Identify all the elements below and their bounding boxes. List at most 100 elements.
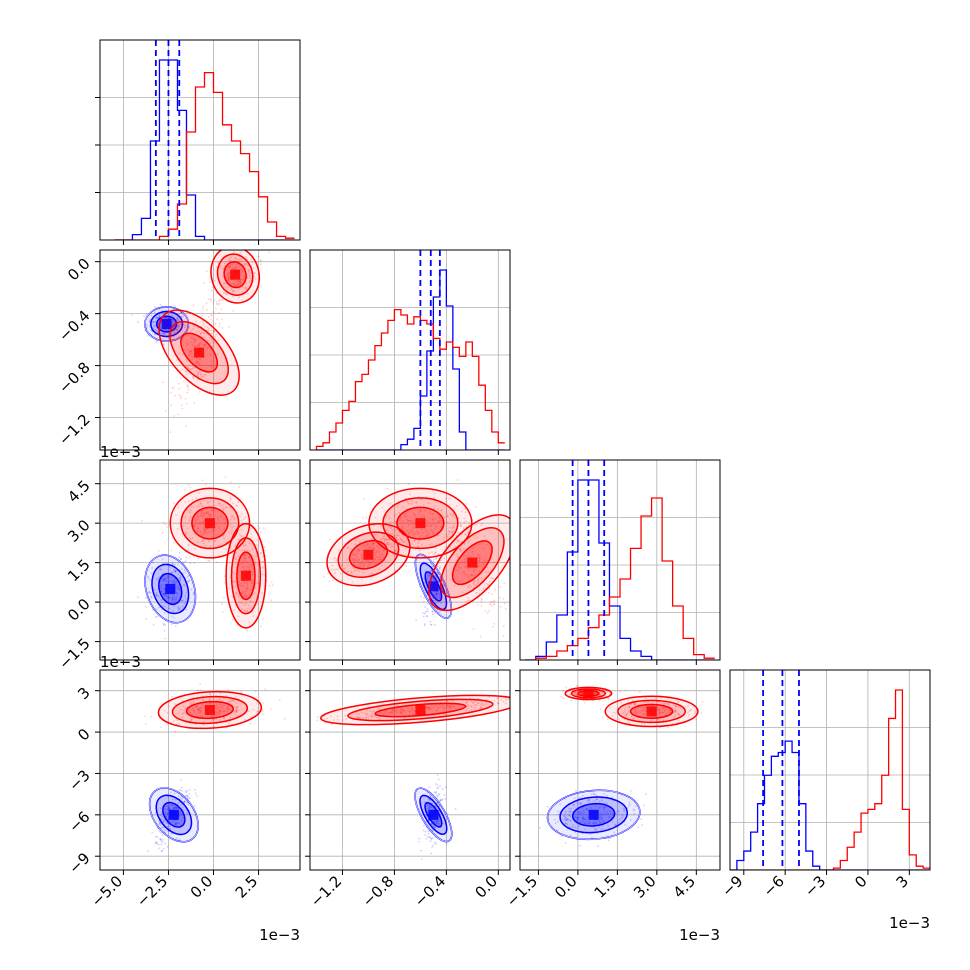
- sample-point-blue: [575, 816, 578, 819]
- sample-point-blue: [598, 820, 601, 822]
- sample-point-blue: [436, 579, 439, 581]
- sample-point-red: [394, 549, 396, 552]
- sample-point-blue: [576, 818, 579, 821]
- sample-point-red: [405, 564, 407, 567]
- sample-point-red: [429, 543, 431, 546]
- sample-point-red: [612, 711, 615, 714]
- sample-point-blue: [566, 818, 569, 821]
- sample-point-red: [181, 353, 184, 356]
- sample-point-red: [353, 561, 356, 564]
- sample-point-red: [664, 702, 667, 705]
- sample-point-red: [370, 714, 373, 717]
- sample-point-blue: [431, 597, 434, 599]
- sample-point-red: [497, 702, 500, 705]
- sample-point-red: [394, 520, 397, 523]
- sample-point-red: [176, 719, 179, 722]
- sample-point-red: [334, 571, 336, 574]
- sample-point-red: [385, 710, 388, 713]
- sample-point-red: [431, 532, 434, 535]
- sample-point-blue: [629, 818, 632, 821]
- sample-point-red: [390, 710, 393, 713]
- panel-frame: [99, 669, 301, 871]
- sample-point-red: [475, 506, 478, 509]
- sample-point-red: [223, 285, 225, 288]
- sample-point-red: [188, 510, 191, 513]
- sample-point-red: [662, 702, 665, 705]
- sample-point-blue: [601, 817, 603, 819]
- sample-point-red: [198, 710, 201, 712]
- sample-point-red: [144, 722, 147, 725]
- sample-point-red: [430, 529, 433, 532]
- sample-point-red: [271, 584, 274, 587]
- sample-point-red: [493, 600, 496, 603]
- sample-point-red: [211, 536, 213, 539]
- sample-point-red: [467, 585, 469, 588]
- sample-point-red: [178, 352, 181, 355]
- sample-point-red: [376, 550, 379, 553]
- sample-point-red: [193, 366, 196, 369]
- sample-point-blue: [174, 805, 177, 808]
- sample-point-blue: [176, 328, 178, 331]
- sample-point-red: [225, 286, 228, 289]
- sample-point-red: [637, 706, 640, 709]
- sample-point-red: [427, 502, 430, 504]
- sample-point-red: [201, 520, 204, 523]
- sample-point-blue: [148, 321, 151, 323]
- sample-point-red: [480, 600, 483, 603]
- sample-point-red: [459, 521, 462, 524]
- sample-point-red: [231, 595, 234, 598]
- sample-point-red: [210, 318, 212, 321]
- sample-point-blue: [155, 591, 158, 594]
- sample-point-blue: [602, 813, 604, 816]
- sample-point-blue: [151, 567, 154, 569]
- sample-point-blue: [153, 320, 156, 323]
- sample-point-red: [396, 704, 399, 707]
- sample-point-red: [460, 567, 462, 569]
- sample-point-blue: [167, 595, 170, 598]
- sample-point-red: [622, 712, 625, 714]
- sample-point-blue: [441, 798, 444, 801]
- sample-point-red: [202, 331, 205, 334]
- sample-point-red: [204, 528, 207, 531]
- sample-point-red: [433, 492, 436, 495]
- sample-point-red: [239, 584, 242, 587]
- sample-point-blue: [185, 591, 187, 594]
- sample-point-red: [427, 707, 430, 710]
- sample-point-red: [234, 577, 237, 580]
- sample-point-red: [344, 714, 346, 717]
- sample-point-red: [244, 287, 247, 289]
- sample-point-red: [470, 709, 473, 712]
- sample-point-red: [243, 565, 245, 568]
- sample-point-red: [575, 684, 578, 687]
- sample-point-blue: [152, 624, 155, 626]
- sample-point-red: [201, 539, 204, 542]
- sample-point-red: [261, 618, 264, 620]
- sample-point-blue: [564, 812, 567, 815]
- sample-point-red: [378, 711, 381, 714]
- sample-point-red: [497, 702, 500, 705]
- sample-point-red: [502, 700, 505, 703]
- sample-point-red: [193, 709, 196, 712]
- sample-point-blue: [168, 808, 171, 810]
- sample-point-blue: [192, 592, 195, 594]
- sample-point-red: [362, 549, 364, 552]
- sample-point-red: [423, 515, 426, 518]
- sample-point-red: [347, 546, 349, 549]
- sample-point-red: [244, 594, 247, 597]
- sample-point-blue: [172, 320, 175, 323]
- sample-point-red: [226, 273, 229, 276]
- sample-point-blue: [184, 597, 187, 600]
- sample-point-blue: [428, 807, 430, 810]
- sample-point-blue: [171, 562, 174, 565]
- sample-point-blue: [177, 325, 180, 328]
- sample-point-red: [392, 708, 395, 711]
- sample-point-red: [232, 282, 235, 285]
- sample-point-red: [243, 604, 246, 607]
- sample-point-blue: [177, 573, 180, 576]
- sample-point-red: [212, 500, 215, 503]
- sample-point-red: [447, 706, 449, 708]
- sample-point-red: [392, 551, 395, 554]
- sample-point-red: [213, 529, 216, 532]
- sample-point-red: [391, 711, 393, 714]
- sample-point-blue: [180, 599, 183, 602]
